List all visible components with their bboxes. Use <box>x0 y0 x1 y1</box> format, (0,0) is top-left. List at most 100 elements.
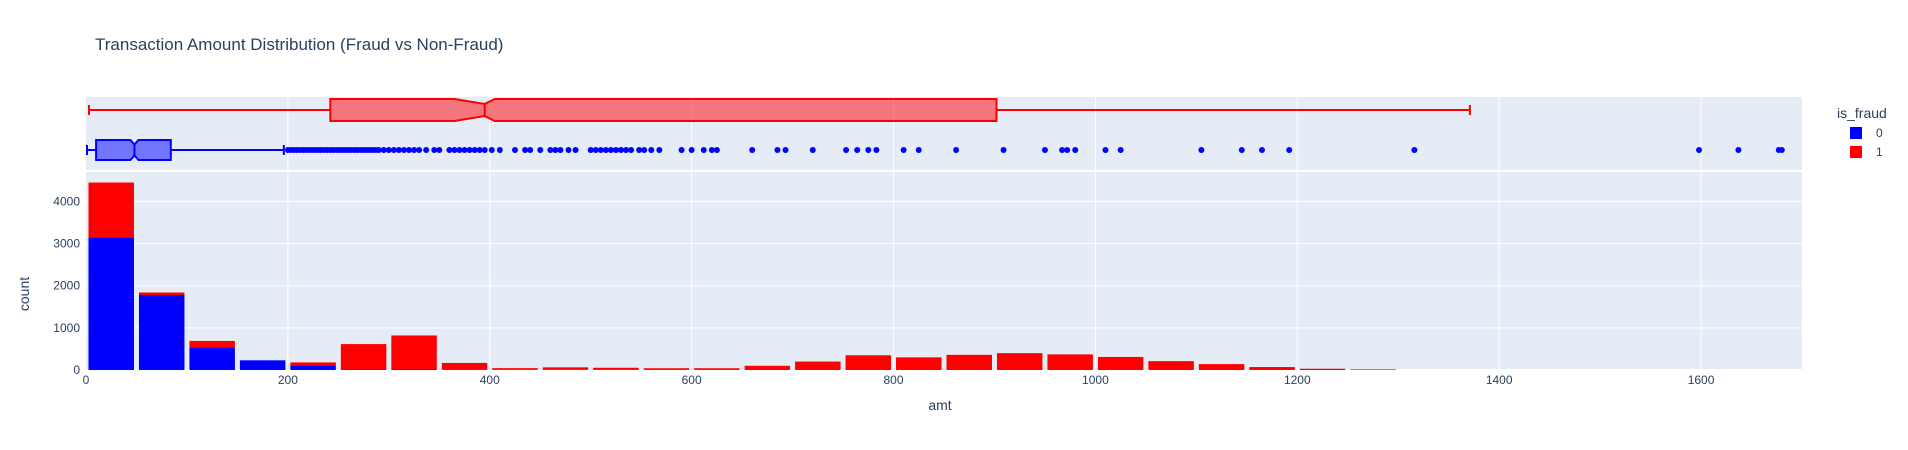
x-tick-label: 600 <box>682 373 702 387</box>
bar-fraud <box>1097 356 1144 370</box>
outlier-point <box>656 147 663 153</box>
outlier-point <box>678 147 685 153</box>
outlier-point <box>1198 147 1205 153</box>
x-tick-label: 0 <box>83 373 90 387</box>
outlier-point <box>547 147 554 153</box>
outlier-point <box>385 147 392 153</box>
outlier-point <box>552 147 559 153</box>
legend-swatch-0[interactable] <box>1850 127 1862 139</box>
outlier-point <box>1258 147 1265 153</box>
y-tick-label: 2000 <box>53 279 80 293</box>
outlier-point <box>522 147 529 153</box>
outlier-point <box>1238 147 1245 153</box>
x-tick-label: 1200 <box>1284 373 1311 387</box>
chart-title: Transaction Amount Distribution (Fraud v… <box>95 35 503 54</box>
outlier-point <box>587 147 594 153</box>
legend-swatch-1[interactable] <box>1850 146 1862 158</box>
bar-fraud <box>593 367 639 370</box>
outlier-point <box>461 147 468 153</box>
outlier-point <box>648 147 655 153</box>
outlier-point <box>617 147 624 153</box>
outlier-point <box>843 147 850 153</box>
outlier-point <box>953 147 960 153</box>
outlier-point <box>607 147 614 153</box>
box-body <box>95 139 172 161</box>
outlier-point <box>375 147 382 153</box>
outlier-point <box>774 147 781 153</box>
outlier-point <box>557 147 564 153</box>
x-tick-label: 1400 <box>1486 373 1513 387</box>
bar-fraud <box>795 361 841 370</box>
bar-fraud <box>290 362 336 366</box>
bar-fraud <box>542 367 589 370</box>
bar-fraud <box>845 355 892 370</box>
histogram-background <box>86 172 1802 370</box>
outlier-point <box>900 147 907 153</box>
bar-fraud <box>744 365 791 370</box>
outlier-point <box>446 147 453 153</box>
x-tick-label: 800 <box>884 373 904 387</box>
bar-fraud <box>340 344 387 370</box>
outlier-point <box>431 147 438 153</box>
outlier-point <box>636 147 643 153</box>
boxplot-1 <box>88 98 1471 122</box>
bar-fraud <box>189 340 235 348</box>
outlier-point <box>873 147 880 153</box>
outlier-point <box>1102 147 1109 153</box>
y-tick-label: 1000 <box>53 321 80 335</box>
outlier-point <box>641 147 648 153</box>
outlier-point <box>1064 147 1071 153</box>
bar-fraud <box>946 354 992 370</box>
outlier-point <box>700 147 707 153</box>
bar-fraud <box>441 362 488 370</box>
outlier-point <box>481 147 488 153</box>
outlier-point <box>688 147 695 153</box>
outlier-point <box>865 147 872 153</box>
bar-fraud <box>1350 369 1396 370</box>
outlier-point <box>395 147 402 153</box>
bar-fraud <box>1047 354 1093 370</box>
bar-fraud <box>138 292 185 296</box>
y-axis-title: count <box>16 277 32 311</box>
outlier-point <box>406 147 413 153</box>
bar-not-fraud <box>239 360 286 370</box>
outlier-point <box>390 147 397 153</box>
outlier-point <box>1117 147 1124 153</box>
legend[interactable]: is_fraud 0 1 <box>1837 105 1887 159</box>
outlier-point <box>1778 147 1785 153</box>
legend-label-0[interactable]: 0 <box>1876 126 1883 140</box>
outlier-point <box>1072 147 1079 153</box>
bar-not-fraud <box>391 369 437 370</box>
histogram-panel: 0 200 400 600 800 1000 1200 1400 1600 0 1000 2000 30… <box>53 172 1802 387</box>
outlier-point <box>1735 147 1742 153</box>
bar-fraud <box>1299 368 1346 370</box>
outlier-point <box>713 147 720 153</box>
bar-fraud <box>1198 364 1245 370</box>
bar-not-fraud <box>189 347 235 370</box>
outlier-point <box>602 147 609 153</box>
outlier-point <box>915 147 922 153</box>
outlier-point <box>592 147 599 153</box>
outlier-point <box>537 147 544 153</box>
boxplot-0 <box>86 139 1785 161</box>
bar-not-fraud <box>340 369 387 370</box>
bar-not-fraud <box>290 365 336 370</box>
outlier-point <box>782 147 789 153</box>
boxplot-panel <box>86 97 1802 170</box>
outlier-point <box>416 147 423 153</box>
outlier-point <box>527 147 534 153</box>
outlier-point <box>628 147 635 153</box>
outlier-point <box>411 147 418 153</box>
outlier-point <box>456 147 463 153</box>
bar-fraud <box>391 335 437 370</box>
legend-label-1[interactable]: 1 <box>1876 145 1883 159</box>
outlier-point <box>572 147 579 153</box>
bar-not-fraud <box>88 237 134 370</box>
outlier-point <box>597 147 604 153</box>
outlier-point <box>854 147 861 153</box>
outlier-point <box>1059 147 1066 153</box>
y-tick-label: 0 <box>73 363 80 377</box>
y-tick-label: 4000 <box>53 194 80 208</box>
outlier-point <box>512 147 518 153</box>
